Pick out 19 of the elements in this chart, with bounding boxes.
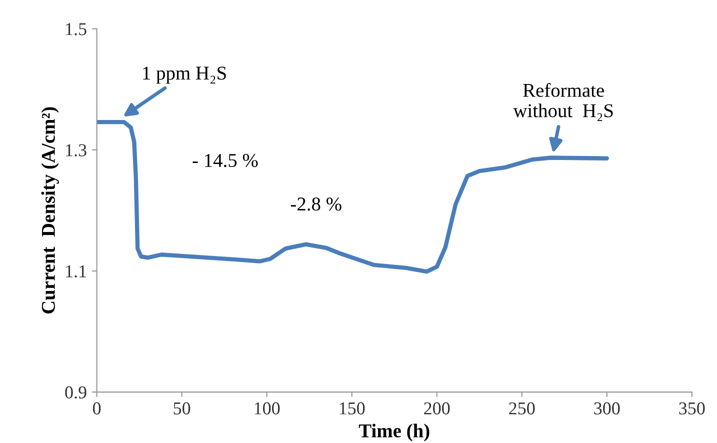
- annotation: - 14.5 %: [192, 154, 258, 168]
- y-axis-title: Current Density (A/cm²): [41, 107, 59, 314]
- line-series: [96, 120, 609, 274]
- x-tick-label: 350: [679, 402, 705, 414]
- y-tick-label: 1.3: [66, 144, 86, 156]
- y-tick-label: 1.1: [66, 265, 86, 278]
- x-tick-label: 250: [509, 402, 535, 414]
- x-tick-label: 300: [594, 402, 620, 414]
- annotation: -2.8 %: [290, 197, 342, 211]
- y-tick-label: 1.5: [66, 23, 86, 36]
- x-tick-label: 150: [340, 402, 365, 414]
- x-tick-label: 0: [92, 402, 101, 414]
- annotation: Reformate without H₂S: [513, 83, 613, 122]
- y-tick-label: 0.9: [65, 386, 86, 399]
- x-tick-label: 200: [424, 402, 450, 414]
- x-tick-label: 50: [174, 402, 190, 414]
- x-tick-label: 100: [254, 402, 280, 414]
- x-axis-title: Time (h): [358, 424, 430, 442]
- annotation: 1 ppm H₂S: [143, 66, 226, 84]
